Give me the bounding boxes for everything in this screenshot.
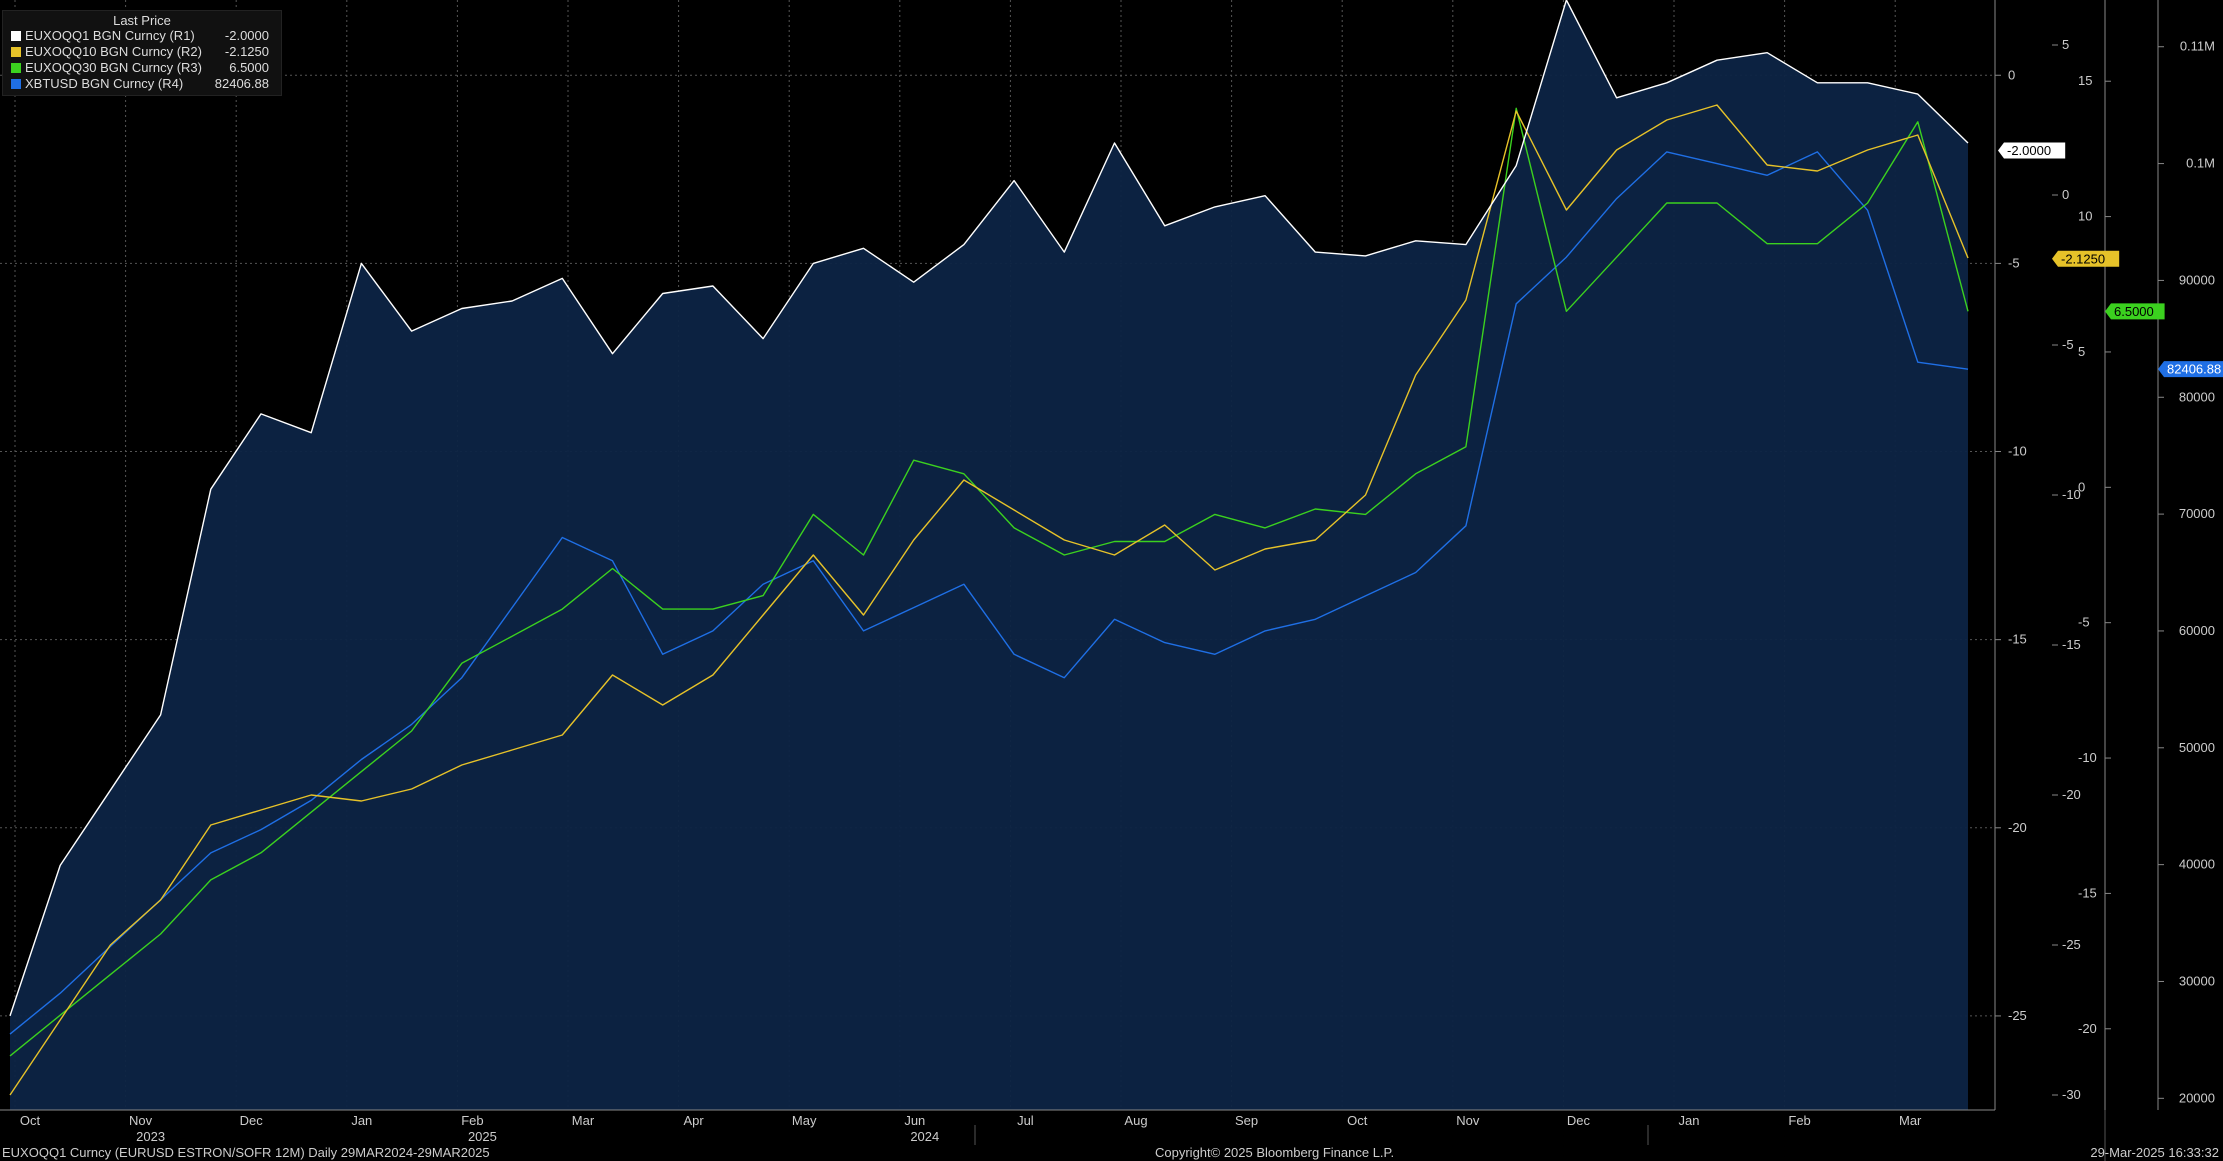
- y-tick-label-r4: 0.1M: [2186, 156, 2215, 171]
- legend-swatch-r2: [11, 47, 21, 57]
- x-tick-label: Feb: [1788, 1113, 1810, 1128]
- y-tick-label-r4: 20000: [2179, 1090, 2215, 1105]
- x-year-label: 2023: [136, 1129, 165, 1144]
- x-tick-label: Mar: [1899, 1113, 1922, 1128]
- y-tick-label-r3: -20: [2078, 1021, 2097, 1036]
- last-value-tag-r4: [2158, 361, 2223, 378]
- legend-title: Last Price: [113, 13, 171, 28]
- x-tick-label: May: [792, 1113, 817, 1128]
- y-tick-label-r2: -10: [2062, 487, 2081, 502]
- legend-swatch-r1: [11, 31, 21, 41]
- legend-label-r3: EUXOQQ30 BGN Curncy (R3): [25, 60, 202, 75]
- footer-description: EUXOQQ1 Curncy (EURUSD ESTRON/SOFR 12M) …: [2, 1145, 490, 1160]
- y-tick-label-r2: -25: [2062, 937, 2081, 952]
- footer-timestamp: 29-Mar-2025 16:33:32: [2090, 1145, 2219, 1160]
- y-tick-label-r1: -20: [2008, 820, 2027, 835]
- x-tick-label: Dec: [240, 1113, 264, 1128]
- last-value-tag-r3: [2105, 303, 2165, 320]
- legend-value-r3: 6.5000: [229, 60, 269, 75]
- x-tick-label: Oct: [20, 1113, 41, 1128]
- x-tick-label: Apr: [683, 1113, 704, 1128]
- series-line-r4: [9, 151, 1969, 1035]
- x-tick-label: Mar: [572, 1113, 595, 1128]
- y-tick-label-r4: 50000: [2179, 740, 2215, 755]
- y-tick-label-r2: -30: [2062, 1087, 2081, 1102]
- legend-swatch-r4: [11, 79, 21, 89]
- y-tick-label-r3: 10: [2078, 209, 2092, 224]
- y-tick-label-r4: 90000: [2179, 272, 2215, 287]
- legend-label-r1: EUXOQQ1 BGN Curncy (R1): [25, 28, 195, 43]
- y-tick-label-r1: -25: [2008, 1008, 2027, 1023]
- last-value-label-r3: 6.5000: [2114, 304, 2154, 319]
- y-tick-label-r4: 60000: [2179, 623, 2215, 638]
- last-value-tag-r1: [1998, 142, 2066, 159]
- y-tick-label-r2: 0: [2062, 187, 2069, 202]
- y-tick-label-r2: -20: [2062, 787, 2081, 802]
- legend-item-r1: EUXOQQ1 BGN Curncy (R1) -2.0000: [3, 28, 281, 44]
- legend-swatch-r3: [11, 63, 21, 73]
- y-tick-label-r4: 70000: [2179, 506, 2215, 521]
- legend-item-r2: EUXOQQ10 BGN Curncy (R2) -2.1250: [3, 44, 281, 60]
- y-tick-label-r3: -5: [2078, 615, 2090, 630]
- y-tick-label-r4: 30000: [2179, 973, 2215, 988]
- y-tick-label-r3: -10: [2078, 750, 2097, 765]
- y-tick-label-r1: -5: [2008, 255, 2020, 270]
- x-tick-label: Jan: [1679, 1113, 1700, 1128]
- series-area-r1: [10, 0, 1968, 1110]
- x-tick-label: Jan: [351, 1113, 372, 1128]
- last-value-label-r4: 82406.88: [2167, 362, 2221, 377]
- y-tick-label-r2: -5: [2062, 337, 2074, 352]
- x-tick-label: Jun: [904, 1113, 925, 1128]
- x-tick-label: Sep: [1235, 1113, 1258, 1128]
- legend-label-r2: EUXOQQ10 BGN Curncy (R2): [25, 44, 202, 59]
- series-layer: [9, 0, 1969, 1110]
- footer-copyright: Copyright© 2025 Bloomberg Finance L.P.: [1155, 1145, 1395, 1160]
- y-tick-label-r1: -15: [2008, 632, 2027, 647]
- last-value-label-r1: -2.0000: [2007, 143, 2051, 158]
- legend-value-r2: -2.1250: [224, 44, 269, 59]
- y-tick-label-r3: -15: [2078, 885, 2097, 900]
- last-value-label-r2: -2.1250: [2061, 251, 2105, 266]
- y-tick-label-r2: -15: [2062, 637, 2081, 652]
- y-tick-label-r3: 15: [2078, 73, 2092, 88]
- x-tick-label: Aug: [1124, 1113, 1147, 1128]
- y-tick-label-r2: 5: [2062, 37, 2069, 52]
- legend-item-r3: EUXOQQ30 BGN Curncy (R3) 6.5000: [3, 60, 281, 76]
- x-year-label: 2024: [910, 1129, 939, 1144]
- y-tick-label-r4: 40000: [2179, 857, 2215, 872]
- x-tick-label: Feb: [461, 1113, 483, 1128]
- series-line-r2: [9, 104, 1969, 1096]
- legend-value-r4: 82406.88: [214, 76, 269, 91]
- y-tick-label-r3: 0: [2078, 479, 2085, 494]
- y-tick-label-r1: 0: [2008, 67, 2015, 82]
- y-tick-label-r1: -10: [2008, 444, 2027, 459]
- series-line-r1: [9, 0, 1969, 1017]
- x-year-label: 2025: [468, 1129, 497, 1144]
- x-tick-label: Dec: [1567, 1113, 1591, 1128]
- y-tick-label-r4: 80000: [2179, 389, 2215, 404]
- series-line-r3: [9, 107, 1969, 1057]
- x-tick-label: Oct: [1347, 1113, 1368, 1128]
- legend-value-r1: -2.0000: [224, 28, 269, 43]
- legend-label-r4: XBTUSD BGN Curncy (R4): [25, 76, 184, 91]
- x-tick-label: Jul: [1017, 1113, 1034, 1128]
- y-tick-label-r4: 0.11M: [2180, 39, 2215, 54]
- y-tick-label-r3: 5: [2078, 344, 2085, 359]
- x-tick-label: Nov: [1456, 1113, 1480, 1128]
- x-tick-label: Nov: [129, 1113, 153, 1128]
- last-value-tag-r2: [2052, 250, 2120, 267]
- legend-item-r4: XBTUSD BGN Curncy (R4) 82406.88: [3, 76, 281, 92]
- legend: Last Price EUXOQQ1 BGN Curncy (R1) -2.00…: [2, 10, 282, 96]
